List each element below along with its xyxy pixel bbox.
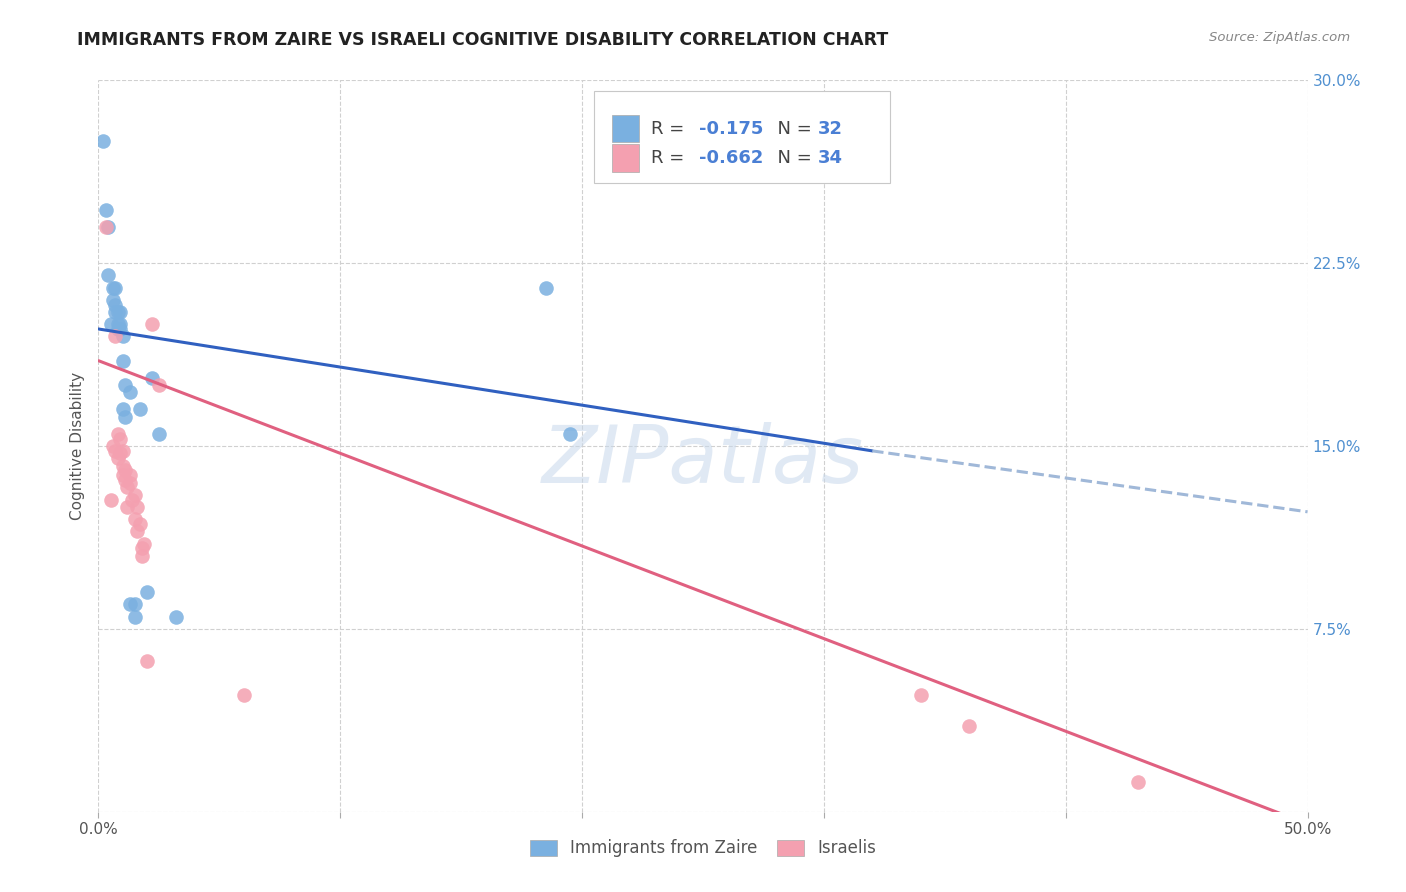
Point (165, 609, 187, 624)
Point (104, 297, 127, 311)
Text: 32: 32 (818, 120, 842, 137)
Point (107, 322, 129, 336)
Text: N =: N = (766, 149, 817, 167)
Point (104, 329, 127, 343)
Text: IMMIGRANTS FROM ZAIRE VS ISRAELI COGNITIVE DISABILITY CORRELATION CHART: IMMIGRANTS FROM ZAIRE VS ISRAELI COGNITI… (77, 31, 889, 49)
Point (1128, 775, 1150, 789)
Text: Source: ZipAtlas.com: Source: ZipAtlas.com (1209, 31, 1350, 45)
FancyBboxPatch shape (595, 91, 890, 183)
Point (104, 280, 127, 294)
Point (97, 219, 120, 234)
Text: -0.175: -0.175 (699, 120, 763, 137)
Point (108, 446, 131, 460)
Text: R =: R = (651, 149, 696, 167)
Point (131, 541, 153, 556)
Point (104, 443, 127, 458)
Text: ZIPatlas: ZIPatlas (541, 422, 865, 500)
Point (97, 268, 120, 283)
Point (124, 488, 146, 502)
Point (114, 463, 136, 477)
Point (108, 317, 131, 331)
Point (127, 524, 149, 539)
Point (107, 451, 129, 466)
Point (114, 409, 136, 424)
Point (118, 598, 141, 612)
Point (108, 305, 131, 319)
Point (118, 475, 141, 490)
Point (534, 280, 557, 294)
Point (111, 402, 134, 417)
Point (111, 458, 134, 473)
Point (114, 473, 136, 487)
Point (135, 654, 157, 668)
FancyBboxPatch shape (613, 115, 638, 143)
FancyBboxPatch shape (613, 145, 638, 172)
Point (104, 305, 127, 319)
Point (128, 516, 150, 531)
Text: -0.662: -0.662 (699, 149, 763, 167)
Point (124, 598, 146, 612)
Point (118, 385, 141, 400)
Point (108, 322, 131, 336)
Text: N =: N = (766, 120, 817, 137)
Point (148, 426, 170, 441)
Point (128, 402, 150, 417)
Point (148, 378, 170, 392)
Point (94, 219, 117, 234)
Point (127, 500, 149, 514)
Legend: Immigrants from Zaire, Israelis: Immigrants from Zaire, Israelis (522, 830, 884, 865)
Point (135, 585, 157, 599)
Point (124, 609, 146, 624)
Point (118, 468, 141, 483)
Text: R =: R = (651, 120, 696, 137)
Point (108, 432, 131, 446)
Point (100, 492, 122, 507)
Point (141, 317, 163, 331)
Point (114, 378, 136, 392)
Point (101, 293, 124, 307)
Point (107, 305, 129, 319)
Point (111, 468, 134, 483)
Point (100, 317, 122, 331)
Point (117, 500, 139, 514)
Point (107, 426, 129, 441)
Point (101, 280, 124, 294)
Point (111, 329, 134, 343)
Point (124, 512, 146, 526)
Point (232, 688, 254, 702)
Point (107, 317, 129, 331)
Point (134, 536, 156, 550)
Point (117, 480, 139, 494)
Point (131, 549, 153, 563)
Point (91, 134, 114, 148)
Point (111, 353, 134, 368)
Y-axis label: Cognitive Disability: Cognitive Disability (70, 372, 86, 520)
Point (111, 443, 134, 458)
Point (558, 426, 581, 441)
Point (957, 719, 980, 733)
Point (910, 688, 932, 702)
Point (141, 370, 163, 384)
Point (101, 439, 124, 453)
Point (94, 202, 117, 217)
Text: 34: 34 (818, 149, 842, 167)
Point (121, 492, 143, 507)
